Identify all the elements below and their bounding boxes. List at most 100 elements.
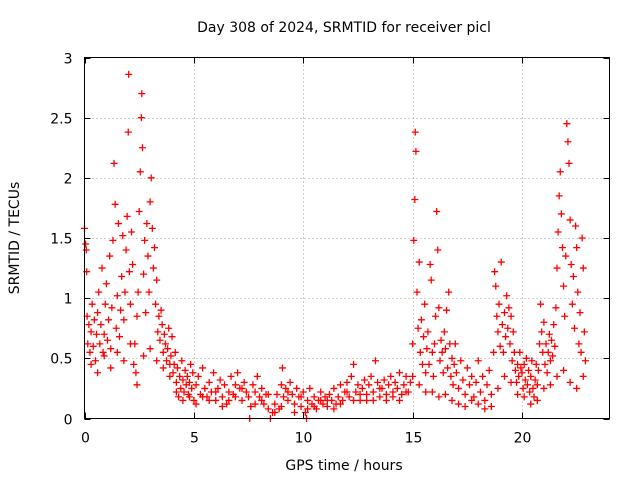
- data-point: [135, 208, 143, 216]
- data-point: [84, 340, 92, 348]
- data-point: [343, 378, 351, 386]
- data-point: [391, 378, 399, 386]
- data-point: [514, 360, 522, 368]
- data-point: [497, 258, 505, 266]
- data-point: [264, 390, 272, 398]
- data-point: [164, 345, 172, 353]
- data-point: [436, 357, 444, 365]
- data-point: [548, 336, 556, 344]
- data-point: [508, 357, 516, 365]
- data-point: [374, 378, 382, 386]
- data-point: [354, 381, 362, 389]
- data-point: [136, 168, 144, 176]
- data-point: [487, 390, 495, 398]
- data-point: [515, 372, 523, 380]
- data-point: [188, 384, 196, 392]
- data-point: [474, 357, 482, 365]
- data-point: [319, 400, 327, 408]
- data-point: [556, 168, 564, 176]
- data-point: [251, 400, 259, 408]
- data-point: [109, 236, 117, 244]
- data-point: [107, 364, 115, 372]
- data-point: [551, 342, 559, 350]
- data-point: [124, 128, 132, 136]
- data-point: [144, 252, 152, 260]
- data-point: [286, 378, 294, 386]
- data-point: [95, 288, 103, 296]
- data-point: [258, 396, 266, 404]
- data-point: [363, 396, 371, 404]
- data-point: [519, 384, 527, 392]
- data-point: [288, 390, 296, 398]
- data-point: [371, 357, 379, 365]
- data-point: [402, 388, 410, 396]
- data-point: [339, 396, 347, 404]
- x-tick-label: 15: [405, 431, 423, 447]
- data-point: [179, 396, 187, 404]
- data-point: [293, 384, 301, 392]
- data-point: [161, 340, 169, 348]
- data-point: [122, 246, 130, 254]
- data-point: [435, 304, 443, 312]
- data-point: [180, 388, 188, 396]
- data-point: [96, 340, 104, 348]
- data-point: [123, 212, 131, 220]
- data-point: [517, 364, 525, 372]
- data-point: [380, 376, 388, 384]
- data-point: [142, 309, 150, 317]
- data-point: [221, 381, 228, 389]
- data-point: [334, 393, 342, 401]
- data-point: [151, 244, 158, 252]
- data-points: [81, 70, 589, 422]
- data-point: [411, 195, 419, 203]
- data-point: [258, 384, 266, 392]
- data-point: [166, 372, 174, 380]
- data-point: [97, 321, 105, 329]
- data-point: [240, 378, 248, 386]
- data-point: [507, 312, 515, 320]
- data-point: [177, 384, 185, 392]
- data-point: [376, 393, 384, 401]
- data-point: [170, 360, 178, 368]
- grid: [84, 57, 610, 419]
- data-point: [553, 264, 561, 272]
- data-point: [435, 393, 443, 401]
- data-point: [428, 388, 436, 396]
- data-point: [523, 381, 531, 389]
- data-point: [152, 300, 160, 308]
- x-tick-label: 0: [81, 431, 90, 447]
- data-point: [304, 396, 312, 404]
- data-point: [509, 328, 517, 336]
- data-point: [85, 321, 93, 329]
- data-point: [129, 260, 137, 268]
- data-point: [147, 174, 155, 182]
- data-point: [110, 159, 118, 167]
- chart-title: Day 308 of 2024, SRMTID for receiver pic…: [197, 20, 491, 36]
- data-point: [532, 360, 540, 368]
- data-point: [422, 369, 430, 377]
- data-point: [218, 393, 226, 401]
- data-point: [415, 381, 423, 389]
- data-point: [479, 372, 487, 380]
- data-point: [256, 393, 263, 401]
- data-point: [130, 360, 138, 368]
- data-point: [108, 304, 116, 312]
- data-point: [410, 236, 418, 244]
- data-point: [356, 390, 364, 398]
- data-point: [212, 388, 220, 396]
- data-point: [90, 316, 98, 324]
- data-point: [522, 354, 530, 362]
- y-axis: 0 0.5 1 1.5 2 2.5 3: [50, 52, 610, 429]
- data-point: [398, 390, 406, 398]
- data-point: [158, 321, 166, 329]
- data-point: [529, 384, 537, 392]
- data-point: [186, 378, 193, 386]
- data-point: [367, 372, 375, 380]
- data-point: [100, 352, 108, 360]
- data-point: [575, 340, 583, 348]
- data-point: [323, 402, 331, 410]
- data-point: [132, 369, 140, 377]
- data-point: [271, 400, 279, 408]
- data-point: [216, 376, 224, 384]
